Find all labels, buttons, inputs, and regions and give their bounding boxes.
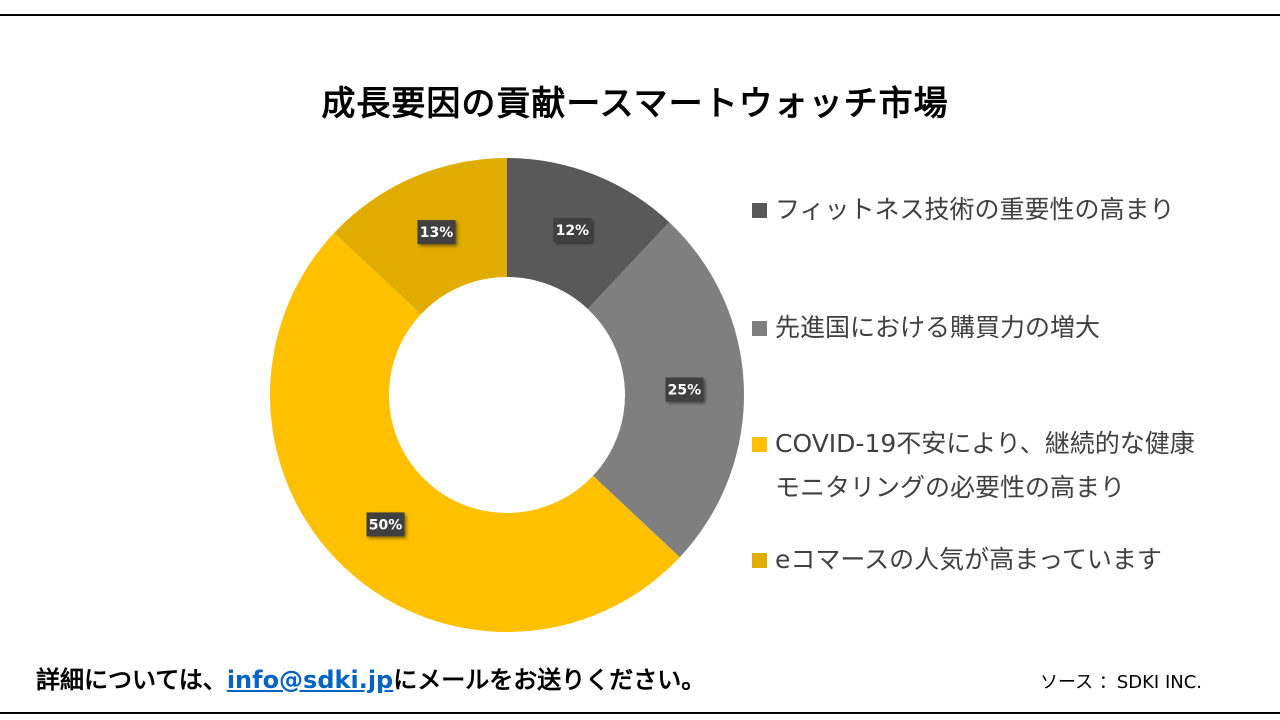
data-label-2: 50% bbox=[366, 512, 405, 537]
data-label-3: 13% bbox=[417, 220, 456, 245]
data-label-text-0: 12% bbox=[556, 223, 590, 239]
data-label-text-1: 25% bbox=[668, 382, 702, 398]
source-note: ソース ：SDKI INC. bbox=[1040, 672, 1203, 693]
top-rule bbox=[0, 14, 1280, 16]
legend-label-fitness: フィットネス技術の重要性の高まり bbox=[775, 195, 1175, 224]
legend-swatch-covid-health bbox=[752, 437, 767, 452]
data-label-box-2 bbox=[366, 512, 405, 537]
legend-swatch-purchasing-power bbox=[752, 321, 767, 336]
contact-email-link[interactable]: info@sdki.jp bbox=[226, 666, 394, 694]
chart-title: 成長要因の貢献ースマートウォッチ市場 bbox=[321, 84, 949, 124]
contact-prefix: 詳細については、 bbox=[36, 666, 227, 694]
contact-note: 詳細については、info@sdki.jpにメールをお送りください。 bbox=[36, 660, 705, 695]
data-label-box-3 bbox=[417, 220, 456, 245]
legend-label-covid-health: COVID-19不安により、継続的な健康モニタリングの必要性の高まり bbox=[775, 429, 1195, 502]
data-label-0: 12% bbox=[553, 217, 592, 242]
data-label-1: 25% bbox=[665, 377, 704, 402]
legend-label-purchasing-power: 先進国における購買力の増大 bbox=[775, 313, 1101, 342]
data-label-box-0 bbox=[553, 217, 592, 242]
legend-item-covid-health: COVID-19不安により、継続的な健康モニタリングの必要性の高まり bbox=[752, 422, 1215, 510]
legend-swatch-fitness bbox=[752, 203, 767, 218]
data-label-text-3: 13% bbox=[420, 225, 454, 241]
legend-item-ecommerce: eコマースの人気が高まっています bbox=[752, 538, 1215, 582]
legend-label-ecommerce: eコマースの人気が高まっています bbox=[775, 545, 1162, 574]
legend-item-purchasing-power: 先進国における購買力の増大 bbox=[752, 306, 1215, 350]
legend-item-fitness: フィットネス技術の重要性の高まり bbox=[752, 188, 1215, 232]
bottom-rule bbox=[0, 712, 1280, 714]
contact-suffix: にメールをお送りください。 bbox=[393, 666, 706, 694]
data-label-box-1 bbox=[665, 377, 704, 402]
data-label-text-2: 50% bbox=[369, 517, 403, 533]
donut-chart: 12% 25% 50% 13% bbox=[270, 158, 744, 632]
legend-swatch-ecommerce bbox=[752, 553, 767, 568]
